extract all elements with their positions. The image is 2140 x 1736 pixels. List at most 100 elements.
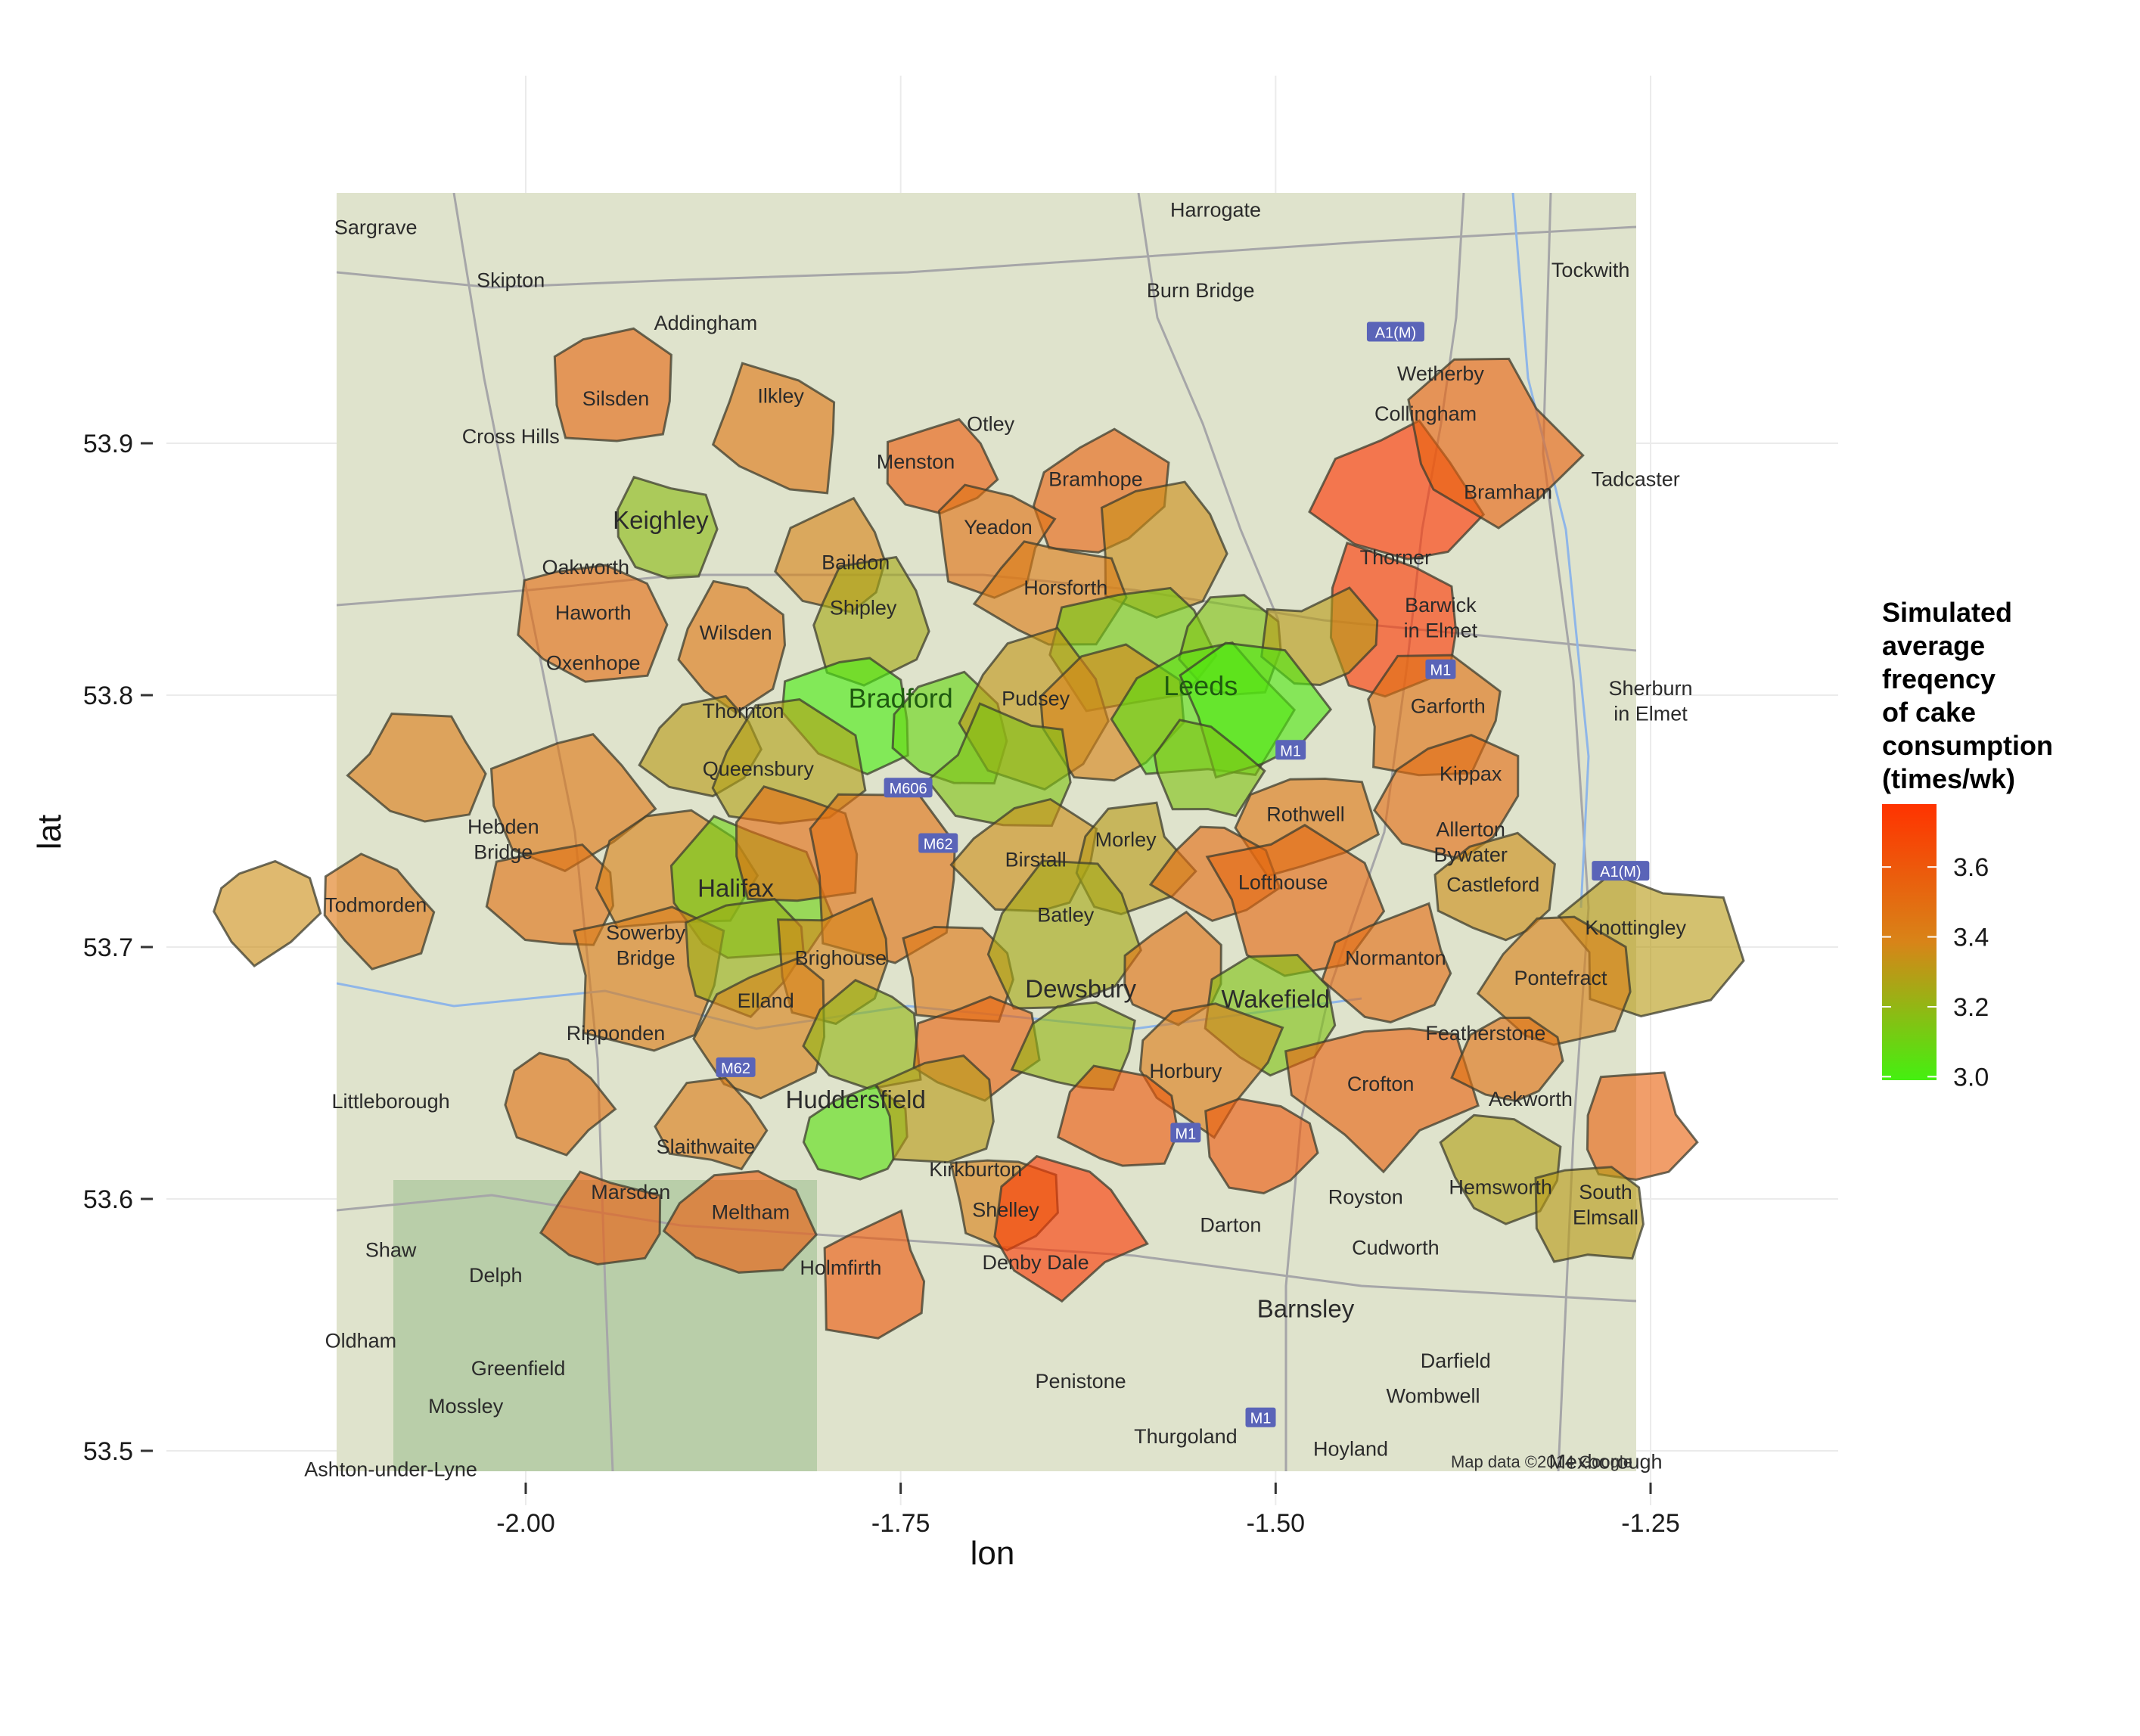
- region-polygon: [1056, 1064, 1179, 1167]
- place-label: Brighouse: [795, 946, 887, 969]
- region-polygon: [1476, 915, 1632, 1046]
- place-label: Oakworth: [542, 556, 630, 579]
- place-label: Wetherby: [1397, 362, 1485, 385]
- motorway-shield-label: M1: [1280, 743, 1301, 759]
- place-label: Bridge: [617, 946, 676, 969]
- region-polygon: [553, 327, 672, 443]
- legend-tick-label: 3.0: [1953, 1063, 1989, 1092]
- x-tick-label: -1.50: [1247, 1509, 1306, 1538]
- motorway-shield-label: A1(M): [1375, 325, 1416, 341]
- place-label: Hemsworth: [1449, 1175, 1552, 1198]
- place-label: Bywater: [1433, 843, 1508, 866]
- place-label: Kippax: [1440, 762, 1502, 785]
- place-label: Kirkburton: [929, 1158, 1022, 1181]
- place-label: Crofton: [1347, 1073, 1415, 1095]
- x-tick-label: -1.75: [871, 1509, 930, 1538]
- place-label: Cross Hills: [462, 425, 560, 448]
- place-label: Tadcaster: [1592, 468, 1680, 491]
- place-label: Castleford: [1446, 874, 1539, 896]
- region-polygon: [986, 859, 1142, 1010]
- place-label: Cudworth: [1352, 1236, 1440, 1259]
- region-polygon: [1204, 1098, 1319, 1195]
- region-polygon: [1284, 1027, 1480, 1174]
- place-label: Sowerby: [606, 921, 686, 944]
- place-label: Baildon: [822, 551, 890, 574]
- place-label: Morley: [1095, 828, 1157, 851]
- place-label: Otley: [967, 412, 1015, 435]
- place-label: Menston: [877, 450, 955, 473]
- place-label: Horbury: [1149, 1060, 1222, 1082]
- choropleth-regions: [213, 327, 1745, 1340]
- place-label: Ripponden: [567, 1022, 666, 1045]
- region-polygon: [539, 1170, 662, 1266]
- region-polygon: [504, 1051, 617, 1157]
- place-label: Huddersfield: [786, 1085, 926, 1113]
- place-label: Bramhope: [1048, 468, 1143, 491]
- region-polygon: [711, 362, 836, 495]
- place-label: Sherburn: [1608, 677, 1692, 700]
- place-label: Allerton: [1436, 818, 1505, 841]
- motorway-shield-label: M62: [924, 836, 953, 852]
- place-label: Batley: [1037, 904, 1095, 927]
- place-label: Wakefield: [1221, 985, 1330, 1013]
- place-label: Greenfield: [471, 1357, 566, 1380]
- place-label: Delph: [469, 1264, 523, 1287]
- region-polygon: [993, 1154, 1149, 1303]
- place-label: Silsden: [582, 387, 650, 410]
- region-polygon: [517, 564, 669, 683]
- legend-title-line: consumption: [1882, 730, 2053, 761]
- region-polygon: [654, 1076, 769, 1171]
- place-label: Ashton-under-Lyne: [304, 1458, 477, 1480]
- map-attribution: Map data ©2014 Google: [1451, 1452, 1632, 1471]
- motorway-shield-label: M1: [1250, 1411, 1272, 1427]
- place-label: Sargrave: [334, 216, 418, 239]
- place-label: Pudsey: [1002, 687, 1070, 710]
- y-axis-title: lat: [31, 815, 68, 849]
- legend-title-line: of cake: [1882, 697, 1976, 728]
- region-polygon: [1407, 357, 1585, 529]
- place-label: Mossley: [428, 1395, 504, 1418]
- motorway-shield-label: A1(M): [1600, 864, 1641, 880]
- place-label: Royston: [1328, 1186, 1403, 1209]
- place-label: Ilkley: [757, 385, 804, 408]
- y-tick-label: 53.9: [83, 430, 133, 458]
- motorway-shield: [884, 778, 933, 798]
- x-axis-title: lon: [971, 1535, 1015, 1572]
- place-label: Rothwell: [1266, 803, 1345, 826]
- region-polygon: [1433, 831, 1556, 942]
- place-label: Pontefract: [1514, 967, 1607, 989]
- place-label: Shaw: [365, 1239, 417, 1262]
- place-label: Queensbury: [703, 758, 815, 781]
- place-label: Elmsall: [1573, 1206, 1638, 1228]
- region-polygon: [323, 852, 436, 970]
- y-tick-label: 53.6: [83, 1185, 133, 1214]
- motorway-shield: [716, 1057, 756, 1077]
- place-label: Denby Dale: [983, 1251, 1089, 1274]
- place-label: Wombwell: [1386, 1385, 1480, 1408]
- legend-tick-label: 3.4: [1953, 924, 1989, 952]
- place-label: Leeds: [1163, 670, 1238, 701]
- region-polygon: [1450, 1016, 1564, 1103]
- place-label: Addingham: [654, 312, 758, 334]
- place-label: Dewsbury: [1025, 975, 1136, 1003]
- y-axis: 53.5 53.6 53.7 53.8 53.9: [83, 430, 153, 1466]
- place-label: in Elmet: [1404, 619, 1478, 641]
- place-label: Tockwith: [1551, 259, 1630, 281]
- motorway-shield: [1275, 740, 1306, 760]
- region-polygon: [662, 1169, 818, 1274]
- place-label: Shelley: [972, 1198, 1039, 1221]
- region-polygon: [346, 712, 487, 823]
- legend-ticks: 3.6 3.4 3.2 3.0: [1882, 853, 1989, 1092]
- motorway-shield: [1592, 861, 1650, 881]
- region-polygon: [823, 1209, 926, 1340]
- place-label: Halifax: [697, 874, 774, 902]
- place-label: Mexborough: [1548, 1450, 1662, 1473]
- place-label: Knottingley: [1585, 916, 1686, 939]
- y-tick-label: 53.8: [83, 682, 133, 710]
- place-label: Harrogate: [1170, 198, 1261, 221]
- legend-title-line: freqency: [1882, 663, 1996, 694]
- place-label: Oxenhope: [546, 652, 641, 675]
- place-label: Hebden: [467, 815, 539, 838]
- motorway-shield-label: M1: [1175, 1126, 1196, 1142]
